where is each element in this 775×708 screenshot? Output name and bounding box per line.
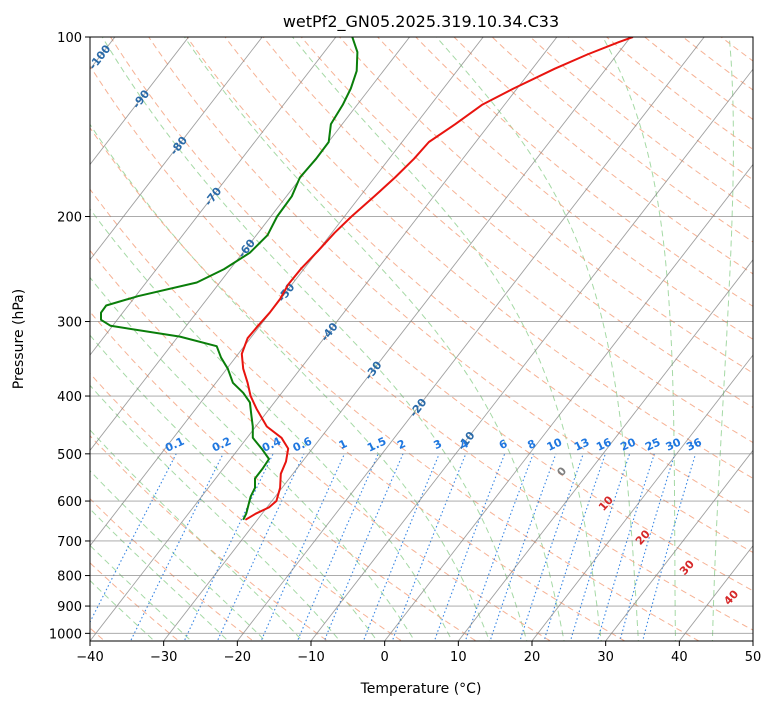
isotherm-line: [90, 37, 190, 166]
dry-adiabat-line: [186, 37, 753, 516]
mixing-ratio-label: 13: [572, 436, 591, 454]
x-tick-label: −40: [76, 650, 103, 665]
x-tick-label: 30: [597, 650, 614, 665]
y-tick-label: 500: [57, 448, 82, 463]
y-tick-label: 700: [57, 535, 82, 550]
y-axis-title: Pressure (hPa): [11, 289, 27, 389]
y-tick-label: 100: [57, 31, 82, 46]
x-tick-label: −30: [150, 650, 177, 665]
dewpoint-profile-line: [100, 37, 359, 521]
chart-title: wetPf2_GN05.2025.319.10.34.C33: [283, 12, 559, 32]
moist-adiabat-line: [90, 544, 193, 641]
x-axis-title: Temperature (°C): [360, 681, 482, 697]
dry-adiabat-line: [90, 435, 329, 641]
y-tick-label: 1000: [49, 627, 82, 642]
isotherm-line: [90, 37, 337, 356]
mixing-ratio-label: 16: [594, 435, 614, 453]
isotherm-line: [531, 354, 753, 641]
x-tick-label: 10: [450, 650, 467, 665]
isotherm-line: [163, 37, 632, 641]
y-tick-label: 800: [57, 570, 82, 585]
dry-adiabat-line: [224, 37, 753, 479]
dry-adiabats: [90, 37, 753, 641]
moist-adiabat-line: [90, 470, 267, 641]
dry-adiabat-line: [415, 37, 753, 307]
moist-adiabat-line: [183, 37, 565, 641]
mixing-ratio-label: 36: [684, 435, 704, 453]
isotherm-line: [90, 37, 411, 452]
dry-adiabat-line: [90, 188, 626, 641]
y-tick-label: 600: [57, 495, 82, 510]
y-tick-label: 900: [57, 600, 82, 615]
isotherm-line: [236, 37, 705, 641]
mixing-ratio-label: 25: [643, 436, 662, 454]
y-tick-label: 400: [57, 390, 82, 405]
moist-adiabat-line: [436, 37, 639, 641]
moist-adiabat-line: [90, 508, 230, 641]
mixing-ratio-label: 20: [618, 435, 638, 453]
plot-frame: [89, 36, 754, 642]
x-tick-label: 40: [671, 650, 688, 665]
isotherm-line: [310, 68, 753, 641]
isotherm-line: [0, 10, 62, 658]
isotherm-line: [605, 449, 753, 641]
dry-adiabat-line: [300, 37, 753, 409]
moist-adiabat-line: [711, 37, 734, 641]
mixing-ratio-label: 10: [545, 435, 565, 453]
y-tick-label: 300: [57, 316, 82, 331]
dry-adiabat-line: [90, 126, 700, 641]
x-tick-label: −20: [224, 650, 251, 665]
moist-adiabat-line: [90, 276, 416, 641]
temperature-profile-line: [240, 37, 634, 521]
moist-adiabat-line: [90, 579, 156, 641]
x-tick-label: 50: [745, 650, 762, 665]
mixing-ratio-label: 30: [664, 435, 684, 453]
y-tick-label: 200: [57, 211, 82, 226]
dry-adiabat-line: [148, 37, 753, 554]
x-axis: −40 −30 −20 −10 0 10 20 30 40 50: [76, 641, 761, 665]
isotherm-line: [90, 37, 558, 641]
isotherm-line: [90, 37, 484, 547]
isotherm-lines: [0, 10, 753, 658]
dry-adiabat-line: [90, 372, 403, 641]
profile-series: [100, 37, 634, 521]
isotherm-line: [457, 259, 753, 641]
dry-adiabat-line: [262, 37, 753, 444]
isotherm-line: [384, 163, 753, 641]
moist-adiabat-line: [90, 123, 490, 641]
dry-adiabat-line: [90, 249, 552, 641]
isobar-lines: [90, 37, 753, 634]
isotherm-line: [678, 544, 753, 641]
x-tick-label: 20: [524, 650, 541, 665]
x-tick-label: −10: [297, 650, 324, 665]
y-axis: 100 200 300 400 500 600 700 800 900 1000: [49, 31, 90, 642]
x-tick-label: 0: [381, 650, 389, 665]
moist-adiabat-line: [90, 429, 304, 641]
moist-adiabat-line: [292, 37, 602, 641]
moist-adiabat-line: [101, 37, 528, 641]
isotherm-line: [90, 37, 263, 261]
